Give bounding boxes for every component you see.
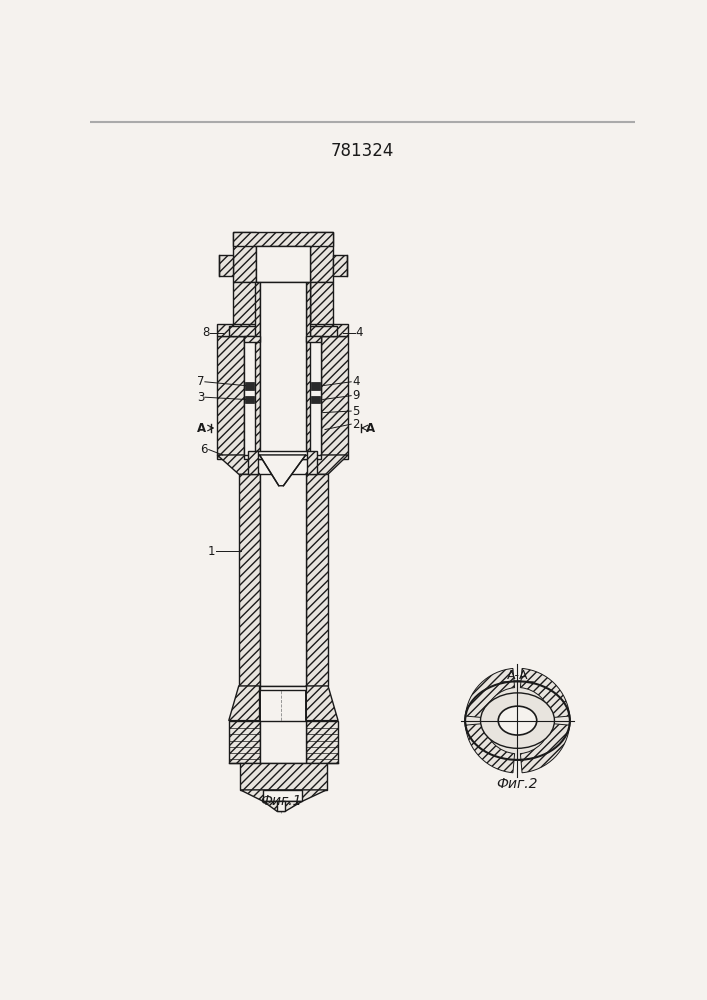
Polygon shape <box>245 396 254 403</box>
Polygon shape <box>255 282 259 451</box>
Polygon shape <box>256 282 310 336</box>
Polygon shape <box>264 790 302 801</box>
Wedge shape <box>520 723 570 773</box>
Text: Фиг.1: Фиг.1 <box>260 794 302 808</box>
Text: 1: 1 <box>207 545 215 558</box>
Text: А: А <box>197 422 206 434</box>
Polygon shape <box>229 686 259 721</box>
Polygon shape <box>240 763 327 790</box>
Wedge shape <box>465 668 515 718</box>
Polygon shape <box>244 455 321 459</box>
Polygon shape <box>259 455 305 486</box>
Text: 8: 8 <box>202 326 209 339</box>
Polygon shape <box>305 455 348 474</box>
Polygon shape <box>305 336 321 342</box>
Text: 4: 4 <box>356 326 363 339</box>
Text: Фиг.2: Фиг.2 <box>497 777 538 791</box>
Polygon shape <box>217 324 348 336</box>
Text: 3: 3 <box>197 391 204 404</box>
Ellipse shape <box>465 681 570 760</box>
Polygon shape <box>277 801 285 811</box>
Polygon shape <box>229 721 259 763</box>
Polygon shape <box>310 326 337 336</box>
Text: 2: 2 <box>352 418 359 431</box>
Polygon shape <box>245 382 254 389</box>
Polygon shape <box>333 255 346 276</box>
Polygon shape <box>218 255 233 276</box>
Text: 5: 5 <box>352 405 359 418</box>
Polygon shape <box>305 721 338 763</box>
Text: А: А <box>366 422 375 434</box>
Polygon shape <box>217 336 244 459</box>
Polygon shape <box>233 282 256 336</box>
Polygon shape <box>311 396 320 403</box>
Polygon shape <box>244 336 321 459</box>
Polygon shape <box>229 326 256 336</box>
Text: 781324: 781324 <box>330 142 394 160</box>
Polygon shape <box>308 451 317 474</box>
Polygon shape <box>259 474 305 686</box>
Text: 7: 7 <box>197 375 204 388</box>
Polygon shape <box>217 455 259 474</box>
Polygon shape <box>264 801 302 811</box>
Text: 6: 6 <box>201 443 208 456</box>
Text: 4: 4 <box>352 375 359 388</box>
Ellipse shape <box>481 693 554 748</box>
Polygon shape <box>240 790 327 801</box>
Ellipse shape <box>498 706 537 735</box>
Polygon shape <box>321 336 348 459</box>
Polygon shape <box>310 232 333 282</box>
Polygon shape <box>233 232 256 282</box>
Wedge shape <box>520 668 570 718</box>
Polygon shape <box>244 336 259 342</box>
Polygon shape <box>305 282 310 451</box>
Polygon shape <box>310 282 333 336</box>
Polygon shape <box>233 232 333 246</box>
Text: 9: 9 <box>352 389 359 402</box>
Polygon shape <box>259 282 305 451</box>
Polygon shape <box>305 474 328 686</box>
Polygon shape <box>305 686 338 721</box>
Polygon shape <box>259 686 305 690</box>
Polygon shape <box>248 451 258 474</box>
Polygon shape <box>256 246 310 282</box>
Polygon shape <box>259 721 305 763</box>
Polygon shape <box>311 382 320 389</box>
Wedge shape <box>465 723 515 773</box>
Text: А-А: А-А <box>507 669 528 682</box>
Polygon shape <box>239 474 259 686</box>
